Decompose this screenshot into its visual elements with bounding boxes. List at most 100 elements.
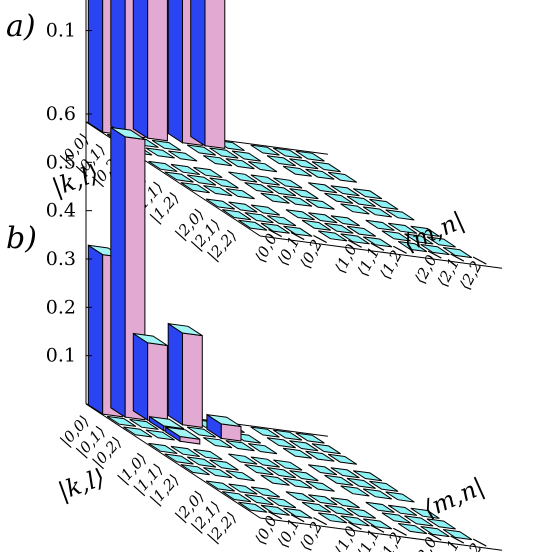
floor-tile — [362, 206, 393, 218]
floor-tile — [273, 459, 303, 471]
floor-tile — [283, 225, 313, 237]
floor-tile — [340, 203, 370, 215]
floor-tile — [267, 497, 297, 509]
floor-tile — [295, 150, 325, 162]
floor-tile — [397, 241, 428, 253]
floor-tile — [340, 233, 370, 245]
bar-side-face — [167, 322, 183, 426]
z-tick-label: 0.2 — [46, 296, 76, 318]
floor-tile — [186, 174, 217, 186]
floor-tile — [186, 426, 216, 438]
floor-tile — [283, 195, 313, 207]
panel-a-label: a) — [6, 9, 36, 44]
bar-top-face — [133, 333, 168, 346]
floor-tile — [353, 188, 383, 200]
floor-tile — [170, 445, 200, 457]
floor-tile — [385, 209, 415, 221]
floor-tile — [148, 160, 178, 172]
floor-tile — [123, 426, 153, 438]
floor-tile — [327, 453, 358, 465]
floor-tile — [363, 236, 393, 248]
panel-a: a) 0.10.20.3 |0,0⟩|0,1⟩|0,2⟩|1,0⟩|1,1⟩|1… — [6, 0, 503, 293]
floor-tile — [203, 155, 233, 167]
floor-tile — [318, 230, 348, 242]
z-tick-label: 0.6 — [46, 103, 76, 125]
floor-tile — [308, 182, 338, 194]
floor-tile — [324, 192, 354, 204]
floor-tile — [324, 504, 354, 516]
floor-tile — [273, 177, 303, 189]
floor-tile — [148, 442, 178, 454]
bar-side-face — [87, 0, 104, 134]
bar-front-face — [204, 0, 226, 149]
floor-tile — [353, 470, 383, 482]
floor-tile — [248, 161, 278, 173]
floor-tile — [180, 182, 210, 194]
floor-tile — [388, 504, 418, 516]
floor-tile — [273, 147, 303, 159]
bar — [190, 0, 226, 149]
floor-tile — [170, 163, 200, 175]
floor-tile — [369, 480, 399, 492]
floor-tile — [330, 185, 360, 197]
floor-tile — [205, 480, 235, 492]
z-tick-label: 0.5 — [46, 151, 76, 173]
floor-tile — [106, 415, 137, 427]
floor-tile — [250, 486, 280, 498]
floor-tile — [222, 209, 252, 221]
floor-tile — [205, 198, 235, 210]
bar-front-face — [182, 332, 203, 428]
floor-tile — [346, 195, 376, 207]
floor-tile — [308, 212, 338, 224]
floor-tile — [250, 426, 280, 438]
floor-tile — [365, 501, 395, 513]
floor-tile — [164, 453, 194, 465]
bar-top-face — [165, 426, 201, 440]
floor-tile — [260, 474, 290, 486]
bar-side-face — [110, 0, 126, 137]
floor-tile — [260, 222, 290, 234]
floor-tile — [289, 188, 319, 200]
bar-side-face — [190, 0, 206, 147]
floor-tile — [404, 233, 434, 245]
floor-tile — [283, 477, 313, 489]
panel-b: b) 0.10.20.30.40.50.6 |0,0⟩|0,1⟩|0,2⟩|1,… — [6, 103, 503, 552]
floor-tile — [228, 201, 258, 213]
floor-tile — [365, 219, 395, 231]
floor-tile — [385, 491, 415, 503]
floor-tile — [250, 204, 280, 216]
floor-tile — [442, 529, 473, 541]
floor-tile — [266, 185, 297, 197]
floor-tile — [340, 515, 370, 527]
floor-tile — [244, 464, 274, 476]
floor-tile — [327, 171, 358, 183]
floor-tile — [180, 464, 210, 476]
floor-tile — [266, 437, 296, 449]
z-tick-label: 0.4 — [46, 200, 76, 222]
floor-tile — [273, 429, 303, 441]
floor-tile — [248, 443, 278, 455]
bar-top-face — [110, 127, 146, 140]
floor-tile — [289, 470, 319, 482]
floor-tile — [305, 198, 335, 210]
floor-tile — [151, 139, 182, 151]
floor-tile — [362, 488, 393, 500]
floor-tile — [426, 236, 456, 248]
panel-b-col-axis-title: ⟨m,n| — [419, 472, 489, 524]
floor-tile — [308, 464, 338, 476]
bar — [132, 0, 168, 142]
floor-tile — [129, 418, 159, 430]
floor-tile — [203, 437, 233, 449]
floor-tile — [410, 225, 440, 237]
floor-tile — [203, 185, 233, 197]
floor-tile — [250, 174, 280, 186]
panel-a-bars — [87, 0, 226, 149]
floor-tile — [305, 450, 335, 462]
floor-tile — [426, 518, 456, 530]
floor-front-edge — [260, 517, 503, 551]
floor-tile — [330, 497, 360, 509]
floor-left-edge — [85, 403, 261, 519]
floor-tile — [266, 467, 297, 479]
floor-tile — [420, 526, 450, 538]
